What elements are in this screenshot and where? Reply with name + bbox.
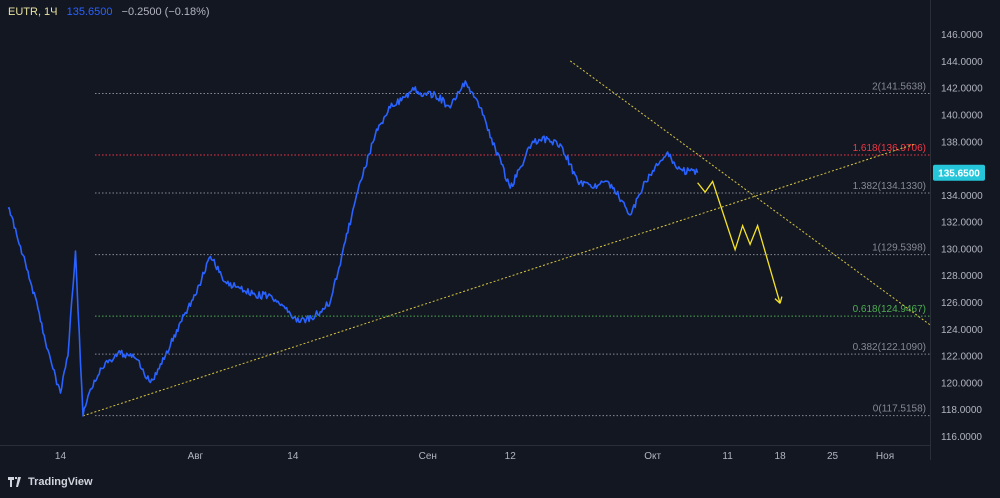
price-line [7, 80, 699, 417]
fib-level-label: 0.618(124.9467) [853, 304, 926, 315]
symbol-header[interactable]: EUTR, 1Ч 135.6500 −0.2500 (−0.18%) [8, 6, 210, 18]
time-tick-label: Авг [188, 451, 204, 462]
forecast-path[interactable] [697, 180, 783, 304]
price-tick-label: 140.0000 [941, 110, 983, 121]
fib-level-label: 0.382(122.1090) [853, 342, 926, 353]
forecast-arrowhead [774, 298, 781, 304]
time-tick-label: Сен [419, 451, 437, 462]
time-tick-label: 11 [722, 451, 733, 462]
price-scale[interactable]: 146.0000 144.0000 142.0000 140.0000 138.0000… [941, 30, 983, 443]
time-scale-border [0, 445, 930, 446]
price-tick-label: 122.0000 [941, 352, 983, 363]
fib-level-label: 1.382(134.1330) [853, 181, 926, 192]
price-scale-border [930, 0, 931, 460]
price-tick-label: 130.0000 [941, 244, 983, 255]
time-tick-label: 25 [827, 451, 839, 462]
price-tick-label: 128.0000 [941, 271, 983, 282]
price-tick-label: 124.0000 [941, 325, 983, 336]
trend-lines[interactable] [82, 60, 931, 417]
price-tag-value: 135.6500 [938, 169, 980, 180]
price-tick-label: 146.0000 [941, 30, 983, 41]
fib-level-label: 1(129.5398) [872, 243, 926, 254]
price-change: −0.2500 (−0.18%) [121, 6, 210, 18]
price-series [7, 80, 699, 417]
time-tick-label: 18 [775, 451, 787, 462]
price-tick-label: 120.0000 [941, 378, 983, 389]
time-tick-label: 14 [287, 451, 299, 462]
watermark[interactable]: TradingView [8, 476, 93, 488]
watermark-label: TradingView [28, 476, 93, 488]
price-tick-label: 126.0000 [941, 298, 983, 309]
price-tick-label: 142.0000 [941, 84, 983, 95]
time-tick-label: 12 [505, 451, 517, 462]
price-tick-label: 116.0000 [941, 432, 982, 443]
price-tick-label: 144.0000 [941, 57, 983, 68]
time-tick-label: Ноя [876, 451, 894, 462]
time-tick-label: Окт [644, 451, 661, 462]
time-tick-label: 14 [55, 451, 67, 462]
last-price: 135.6500 [66, 6, 113, 18]
fib-level-label: 1.618(136.9706) [853, 143, 926, 154]
symbol-label[interactable]: EUTR, 1Ч [8, 6, 58, 18]
fib-level-label: 2(141.5638) [872, 82, 926, 93]
fib-level-label: 0(117.5158) [873, 404, 926, 415]
price-tag-background [933, 164, 985, 181]
fibonacci-levels: 2(141.5638) 1.618(136.9706) 1.382(134.1330… [95, 82, 930, 417]
current-price-tag: 135.6500 [933, 164, 985, 181]
forecast-polyline[interactable] [697, 180, 781, 304]
price-tick-label: 118.0000 [941, 405, 982, 416]
price-tick-label: 132.0000 [941, 218, 983, 229]
tradingview-logo-icon [8, 477, 24, 487]
price-tick-label: 138.0000 [941, 137, 983, 148]
price-tick-label: 134.0000 [941, 191, 983, 202]
time-scale[interactable]: 14 Авг 14 Сен 12 Окт 11 18 25 Ноя [55, 451, 894, 462]
forecast-arrowhead [779, 296, 783, 304]
trend-line[interactable] [82, 143, 916, 417]
